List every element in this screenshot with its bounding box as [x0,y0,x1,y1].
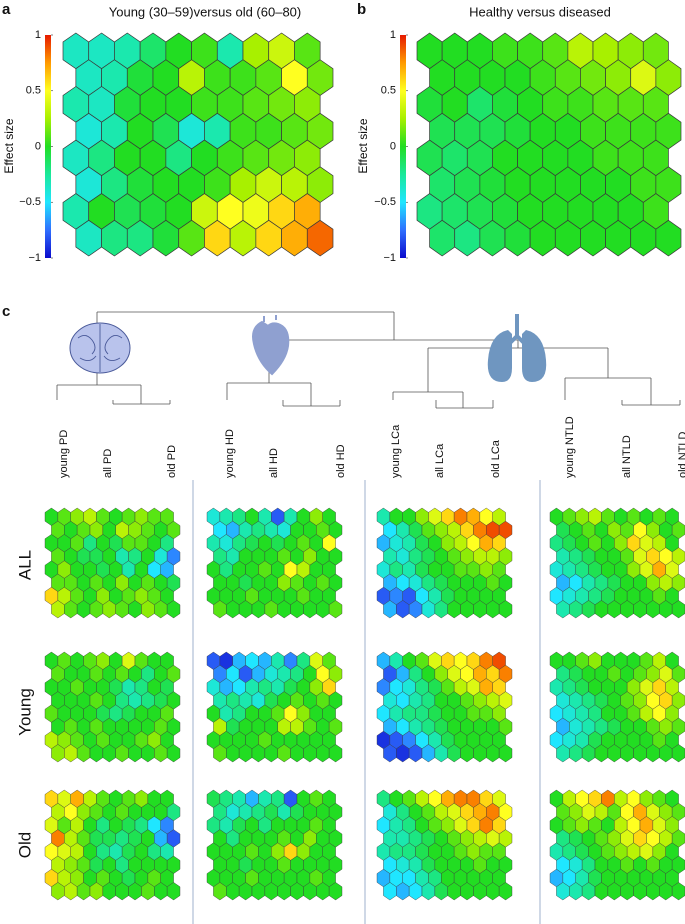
colorbar-label: Effect size [356,118,370,173]
colorbar-tick-label: −1 [28,252,41,264]
dendrogram [56,311,681,409]
chart-title: Healthy versus diseased [469,4,611,19]
colorbar-tick-label: 1 [35,29,41,41]
hex-cell [306,219,334,257]
leaf-label: young LCa [390,424,402,478]
leaf-label: young HD [224,429,236,478]
colorbar-tick-label: 0.5 [381,85,396,97]
panel-label: c [2,303,10,320]
leaf-label: old HD [335,444,347,478]
hex-cell [498,600,513,619]
panel-label: a [2,1,11,18]
hex-cell [671,882,685,901]
colorbar-tick-label: −1 [383,252,396,264]
leaf-label: young NTLD [564,416,576,478]
colorbar-tick-label: 0.5 [26,85,41,97]
colorbar-tick-label: 0 [35,140,41,152]
hex-cell [166,600,181,619]
leaf-label: young PD [58,430,70,478]
colorbar-label: Effect size [2,118,16,173]
colorbar [45,35,51,258]
hex-cell [166,882,181,901]
hex-cell [328,744,343,763]
leaf-label: old NTLD [677,431,685,478]
row-label: Old [15,832,34,858]
colorbar-tick-label: 0 [390,140,396,152]
brain-icon [69,322,131,374]
leaf-label: old LCa [490,439,502,478]
colorbar [400,35,406,258]
row-label: ALL [15,550,34,580]
hex-cell [328,882,343,901]
leaf-label: all NTLD [621,435,633,478]
hex-cell [655,219,682,257]
panel-label: b [357,1,366,18]
heart-icon [252,315,290,376]
chart-title: Young (30–59)versus old (60–80) [109,4,302,19]
leaf-label: all LCa [434,443,446,478]
colorbar-tick-label: −0.5 [374,196,396,208]
hex-cell [671,744,685,763]
leaf-label: old PD [166,445,178,478]
row-label: Young [15,688,34,736]
hex-cell [328,600,343,619]
hex-cell [498,882,513,901]
hex-cell [166,744,181,763]
leaf-label: all HD [268,448,280,478]
leaf-label: all PD [102,449,114,478]
colorbar-tick-label: 1 [390,29,396,41]
hex-cell [498,744,513,763]
hex-cell [671,600,685,619]
colorbar-tick-label: −0.5 [19,196,41,208]
lungs-icon [487,314,547,382]
